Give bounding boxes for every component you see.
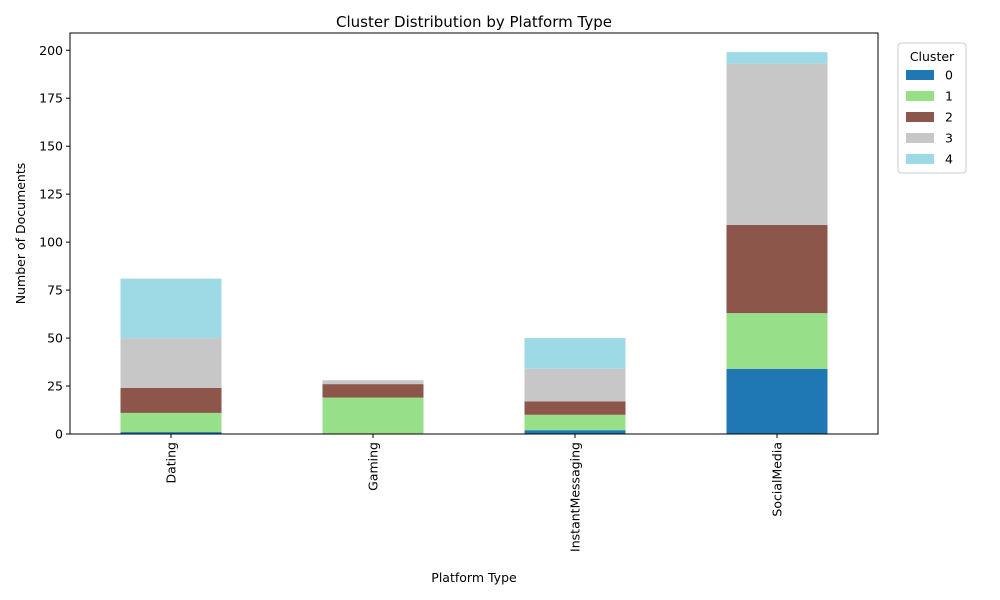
legend-swatch-cluster-4 <box>906 154 934 164</box>
x-tick-label-instantmessaging: InstantMessaging <box>568 442 583 552</box>
y-tick-label: 0 <box>55 427 63 442</box>
y-tick-label: 150 <box>39 139 63 154</box>
bar-instantmessaging-cluster-1 <box>524 414 626 431</box>
legend-label-cluster-0: 0 <box>945 68 953 83</box>
legend-swatch-cluster-3 <box>906 133 934 143</box>
legend-label-cluster-1: 1 <box>945 89 953 104</box>
y-tick-label: 25 <box>47 379 63 394</box>
bar-dating-cluster-3 <box>120 338 222 388</box>
bar-instantmessaging-cluster-3 <box>524 368 626 402</box>
legend-swatch-cluster-2 <box>906 112 934 122</box>
plot-frame <box>69 32 879 435</box>
bar-gaming-cluster-2 <box>322 384 424 398</box>
bar-socialmedia-cluster-1 <box>726 313 828 369</box>
bar-instantmessaging-cluster-2 <box>524 401 626 415</box>
legend-swatch-cluster-0 <box>906 70 934 80</box>
bar-instantmessaging-cluster-0 <box>524 430 626 434</box>
bar-gaming-cluster-1 <box>322 397 424 434</box>
y-tick-label: 75 <box>47 283 63 298</box>
legend-swatch-cluster-1 <box>906 91 934 101</box>
legend-title: Cluster <box>910 49 955 64</box>
bars-group <box>120 52 828 434</box>
bar-socialmedia-cluster-3 <box>726 63 828 225</box>
x-tick-label-socialmedia: SocialMedia <box>770 442 785 517</box>
bar-socialmedia-cluster-0 <box>726 368 828 434</box>
y-axis-label: Number of Documents <box>13 163 28 304</box>
bar-socialmedia-cluster-4 <box>726 52 828 64</box>
legend-label-cluster-3: 3 <box>945 131 953 146</box>
x-tick-label-dating: Dating <box>164 442 179 484</box>
chart-title: Cluster Distribution by Platform Type <box>336 13 612 31</box>
bar-gaming-cluster-3 <box>322 380 424 385</box>
x-axis: Dating Gaming InstantMessaging SocialMedia <box>164 434 785 552</box>
legend-label-cluster-4: 4 <box>945 152 953 167</box>
y-axis: 0 25 50 75 100 125 150 175 200 <box>39 43 70 442</box>
bar-dating-cluster-4 <box>120 278 222 339</box>
bar-socialmedia-cluster-2 <box>726 224 828 314</box>
x-tick-label-gaming: Gaming <box>366 442 381 491</box>
bar-instantmessaging-cluster-4 <box>524 338 626 369</box>
y-tick-label: 200 <box>39 43 63 58</box>
y-tick-label: 125 <box>39 187 63 202</box>
bar-dating-cluster-2 <box>120 387 222 413</box>
y-tick-label: 175 <box>39 91 63 106</box>
y-tick-label: 100 <box>39 235 63 250</box>
legend-label-cluster-2: 2 <box>945 110 953 125</box>
y-tick-label: 50 <box>47 331 63 346</box>
bar-dating-cluster-1 <box>120 412 222 433</box>
legend-items: 0 1 2 3 4 <box>906 68 953 167</box>
x-axis-label: Platform Type <box>431 570 517 585</box>
legend: Cluster 0 1 2 3 4 <box>897 42 967 174</box>
bar-dating-cluster-0 <box>120 432 222 434</box>
